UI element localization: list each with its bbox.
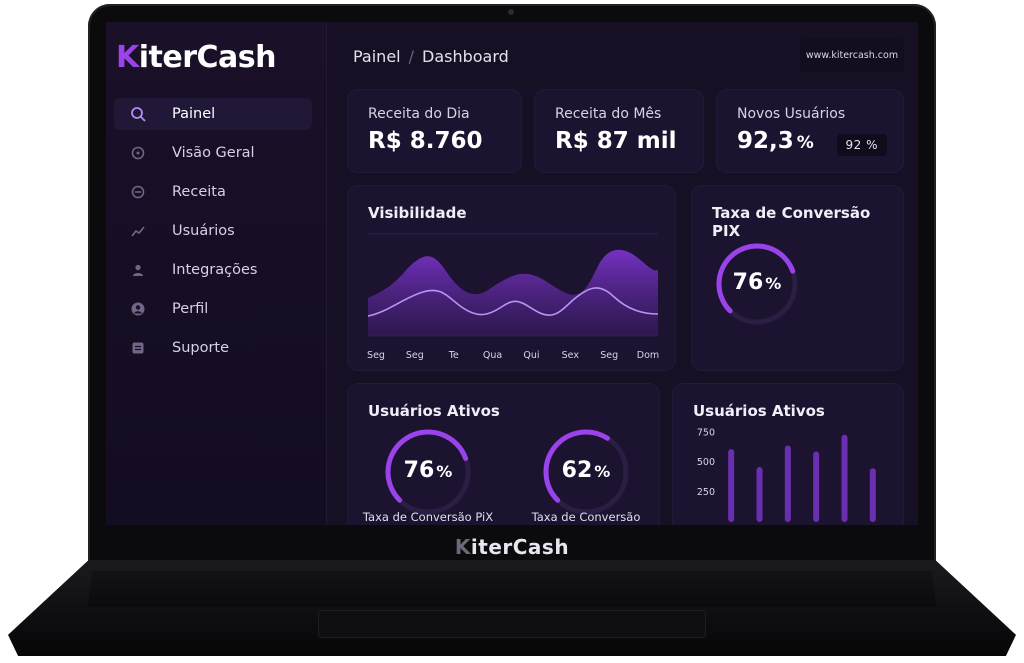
sidebar: KiterCash Painel Visão Geral Receita <box>106 22 327 525</box>
x-tick-label: Seg <box>367 350 385 361</box>
stat-number: 92,3 <box>737 128 794 154</box>
stat-label: Novos Usuários <box>737 106 846 122</box>
bar <box>841 434 848 522</box>
website-link[interactable]: www.kitercash.com <box>800 38 904 72</box>
camera-icon <box>508 9 514 15</box>
y-tick-label: 500 <box>697 457 715 468</box>
search-icon <box>130 106 146 122</box>
card-title: Usuários Ativos <box>693 402 825 420</box>
stat-card-receita-mes: Receita do Mês R$ 87 mil <box>535 90 703 172</box>
sidebar-item-suporte[interactable]: Suporte <box>114 332 312 364</box>
trend-icon <box>130 223 146 239</box>
x-tick-label: Sex <box>562 350 580 361</box>
x-tick-label: Qui <box>523 350 539 361</box>
logo-text: iterCash <box>138 40 277 75</box>
y-tick-label: 750 <box>697 427 715 438</box>
stat-unit: % <box>796 133 814 153</box>
sidebar-item-label: Usuários <box>172 223 235 239</box>
gauge-unit: % <box>594 462 611 481</box>
trackpad <box>318 610 706 638</box>
gauge-number: 76 <box>732 270 764 295</box>
active-users-card: Usuários Ativos 76% Taxa de Conversão Pi… <box>348 384 659 525</box>
breadcrumb: Painel / Dashboard <box>353 47 509 66</box>
sidebar-item-perfil[interactable]: Perfil <box>114 293 312 325</box>
gauge-fill <box>385 429 469 503</box>
brand-text: iterCash <box>470 535 570 559</box>
stat-value: R$ 87 mil <box>555 128 677 154</box>
conversion-card: Taxa de Conversão PIX 76% <box>692 186 903 370</box>
laptop-brand-logo: KiterCash <box>0 535 1024 559</box>
active-users-bar-card: Usuários Ativos 750500250SegSeQuQuSexDom <box>673 384 903 525</box>
card-title: Visibilidade <box>368 204 467 222</box>
visibility-area-series <box>368 249 658 336</box>
breadcrumb-item[interactable]: Dashboard <box>422 47 509 66</box>
breadcrumb-separator: / <box>408 47 414 66</box>
sidebar-item-integracoes[interactable]: Integrações <box>114 254 312 286</box>
gauge-value: 76% <box>717 270 797 295</box>
gauge-value: 62% <box>546 458 626 483</box>
screen: KiterCash Painel Visão Geral Receita <box>106 22 918 525</box>
brand-mark: K <box>454 535 471 559</box>
stat-value: 92,3% <box>737 128 814 154</box>
gauge-fill <box>543 429 610 503</box>
user-circle-icon <box>130 301 146 317</box>
sidebar-item-receita[interactable]: Receita <box>114 176 312 208</box>
gauge-label: Taxa de Conversão <box>531 510 641 524</box>
card-title: Taxa de Conversão PIX <box>712 204 871 240</box>
active-users-gauges <box>385 429 629 515</box>
sidebar-item-label: Perfil <box>172 301 209 317</box>
visibility-line-series <box>367 287 659 317</box>
x-tick-label: Seg <box>406 350 424 361</box>
x-tick-label: Qua <box>483 350 502 361</box>
logo-mark: K <box>116 40 139 75</box>
sidebar-item-usuarios[interactable]: Usuários <box>114 215 312 247</box>
gauge-unit: % <box>436 462 453 481</box>
sidebar-item-label: Painel <box>172 106 216 122</box>
conversion-gauge <box>716 243 798 325</box>
keyboard-area <box>88 571 936 607</box>
sidebar-item-visao-geral[interactable]: Visão Geral <box>114 137 312 169</box>
sidebar-item-label: Visão Geral <box>172 145 255 161</box>
breadcrumb-item[interactable]: Painel <box>353 47 401 66</box>
visibility-chart: Seg Seg Te Qua Qui Sex Seg Dom <box>367 233 659 361</box>
x-tick-label: Seg <box>600 350 618 361</box>
person-icon <box>130 262 146 278</box>
bar <box>784 445 791 522</box>
app-logo[interactable]: KiterCash <box>116 40 277 75</box>
minus-circle-icon <box>130 184 146 200</box>
stat-label: Receita do Dia <box>368 106 470 122</box>
bar <box>813 451 820 522</box>
x-tick-label: Te <box>448 350 459 361</box>
gauge-value: 76% <box>388 458 468 483</box>
bar <box>728 449 735 522</box>
support-icon <box>130 340 146 356</box>
gauge-number: 62 <box>561 458 593 483</box>
bar <box>869 468 876 522</box>
gauge-label: Taxa de Conversão PiX <box>362 510 494 524</box>
sidebar-item-label: Receita <box>172 184 226 200</box>
bar <box>756 467 763 522</box>
gauge-fill <box>716 243 796 314</box>
sidebar-nav: Painel Visão Geral Receita Usuários <box>114 98 312 371</box>
sidebar-item-label: Integrações <box>172 262 258 278</box>
sidebar-item-label: Suporte <box>172 340 230 356</box>
y-tick-label: 250 <box>697 487 715 498</box>
circle-dot-icon <box>130 145 146 161</box>
stat-card-receita-dia: Receita do Dia R$ 8.760 <box>348 90 521 172</box>
x-tick-label: Dom <box>637 350 659 361</box>
stat-value: R$ 8.760 <box>368 128 483 154</box>
status-badge: 92 % <box>836 134 887 156</box>
gauge-number: 76 <box>403 458 435 483</box>
card-title: Usuários Ativos <box>368 402 500 420</box>
sidebar-item-painel[interactable]: Painel <box>114 98 312 130</box>
stat-card-novos-usuarios: Novos Usuários 92,3% 92 % <box>717 90 903 172</box>
gauge-unit: % <box>765 274 782 293</box>
active-users-bar-chart: 750500250SegSeQuQuSexDom <box>697 427 876 522</box>
stat-label: Receita do Mês <box>555 106 662 122</box>
visibility-card: Visibilidade Seg Seg Te Qua Qui Sex Seg Dom <box>348 186 675 370</box>
